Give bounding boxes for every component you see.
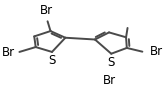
Text: S: S — [108, 56, 115, 69]
Text: Br: Br — [150, 45, 163, 58]
Text: S: S — [48, 54, 56, 67]
Text: Br: Br — [103, 74, 116, 87]
Text: Br: Br — [2, 46, 15, 59]
Text: Br: Br — [39, 4, 53, 17]
